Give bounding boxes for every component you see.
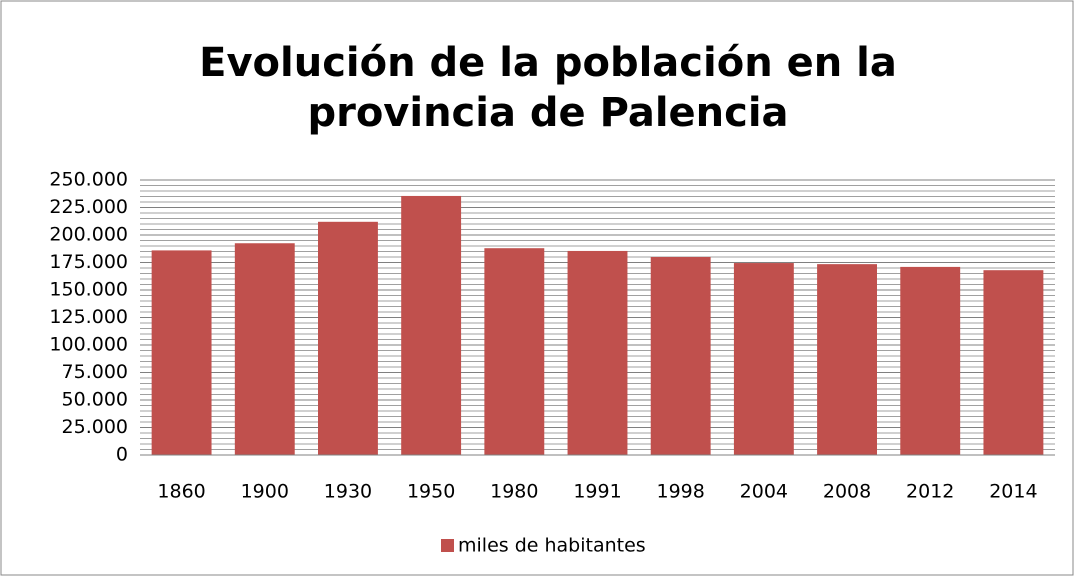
bar bbox=[401, 195, 462, 455]
x-tick-label: 1900 bbox=[241, 481, 289, 503]
y-tick-label: 200.000 bbox=[49, 224, 128, 246]
x-tick-label: 1991 bbox=[573, 481, 621, 503]
bar bbox=[567, 250, 628, 455]
y-tick-label: 225.000 bbox=[49, 196, 128, 218]
bar bbox=[900, 266, 961, 455]
legend-swatch bbox=[441, 539, 454, 552]
y-tick-label: 150.000 bbox=[49, 279, 128, 301]
x-tick-label: 2004 bbox=[740, 481, 788, 503]
bar bbox=[817, 264, 877, 455]
bar bbox=[484, 248, 545, 455]
y-tick-label: 125.000 bbox=[49, 306, 128, 328]
x-tick-label: 1930 bbox=[324, 481, 372, 503]
y-tick-label: 175.000 bbox=[49, 251, 128, 273]
bar bbox=[650, 257, 711, 455]
y-tick-label: 25.000 bbox=[62, 416, 128, 438]
x-tick-label: 1980 bbox=[490, 481, 538, 503]
y-tick-label: 0 bbox=[116, 444, 128, 466]
bar bbox=[983, 270, 1044, 455]
bar bbox=[733, 263, 794, 455]
x-tick-label: 1998 bbox=[657, 481, 705, 503]
bar bbox=[234, 243, 295, 455]
x-tick-label: 2014 bbox=[989, 481, 1037, 503]
y-tick-label: 250.000 bbox=[49, 169, 128, 191]
bar bbox=[151, 250, 212, 455]
x-tick-label: 2012 bbox=[906, 481, 954, 503]
x-tick-label: 2008 bbox=[823, 481, 871, 503]
y-tick-label: 50.000 bbox=[62, 389, 128, 411]
x-tick-label: 1860 bbox=[157, 481, 205, 503]
x-tick-label: 1950 bbox=[407, 481, 455, 503]
chart-title: Evolución de la población en la provinci… bbox=[199, 40, 897, 136]
bar bbox=[318, 221, 378, 455]
legend-label: miles de habitantes bbox=[458, 535, 646, 557]
y-tick-label: 100.000 bbox=[49, 334, 128, 356]
y-tick-label: 75.000 bbox=[62, 361, 128, 383]
